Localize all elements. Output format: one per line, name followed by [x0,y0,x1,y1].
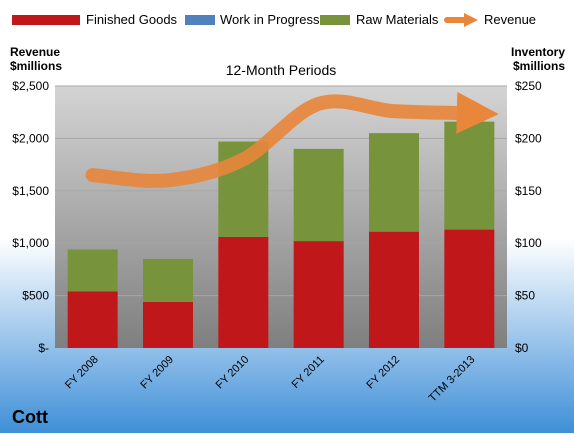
revenue-point-3 [318,103,319,104]
bar-finished-goods-2 [218,236,269,348]
legend-revenue-arrow-icon [444,13,478,27]
chart-title: 12-Month Periods [226,62,337,78]
right-tick-label-5: $250 [515,79,542,93]
right-tick-label-0: $0 [515,341,529,355]
right-tick-label-1: $50 [515,289,535,303]
left-tick-label-2: $1,000 [12,236,49,250]
legend-swatch-finished-goods [12,15,80,25]
left-axis-title-line2: $millions [10,59,62,73]
legend-swatch-raw-materials [320,15,350,25]
legend-label-finished-goods: Finished Goods [86,12,178,27]
legend-swatch-work-in-progress [185,15,215,25]
revenue-point-0 [92,175,93,176]
right-axis-ticks: $0 $50 $100 $150 $200 $250 [515,79,542,355]
legend: Finished Goods Work in Progress Raw Mate… [12,12,536,27]
company-name: Cott [12,407,48,427]
revenue-series-line [85,91,499,188]
right-axis-title-line1: Inventory [511,45,565,59]
gridlines [55,85,507,297]
legend-label-revenue: Revenue [484,12,536,27]
bar-raw-materials-3 [293,148,344,242]
bar-finished-goods-3 [293,241,344,348]
revenue-point-1 [168,180,169,181]
legend-label-work-in-progress: Work in Progress [220,12,320,27]
bar-raw-materials-0 [67,249,118,292]
left-tick-label-3: $1,500 [12,184,49,198]
revenue-point-5 [469,113,470,114]
left-axis-title-line1: Revenue [10,45,60,59]
bar-raw-materials-1 [143,258,193,302]
revenue-point-4 [394,111,395,112]
left-axis-ticks: $- $500 $1,000 $1,500 $2,000 $2,500 [12,79,49,355]
legend-label-raw-materials: Raw Materials [356,12,439,27]
revenue-point-2 [243,159,244,160]
left-tick-label-1: $500 [22,289,49,303]
bar-finished-goods-4 [369,231,419,348]
right-tick-label-4: $200 [515,131,542,145]
left-tick-label-0: $- [38,341,49,355]
bar-finished-goods-1 [143,301,193,348]
right-axis-title-line2: $millions [513,59,565,73]
right-tick-label-2: $100 [515,236,542,250]
bar-finished-goods-5 [444,229,495,348]
left-tick-label-4: $2,000 [12,131,49,145]
right-tick-label-3: $150 [515,184,542,198]
left-tick-label-5: $2,500 [12,79,49,93]
bars-group [67,121,495,348]
bar-raw-materials-5 [444,121,495,230]
revenue-line-group [85,91,499,188]
bar-finished-goods-0 [67,291,118,348]
bar-raw-materials-4 [369,133,419,232]
